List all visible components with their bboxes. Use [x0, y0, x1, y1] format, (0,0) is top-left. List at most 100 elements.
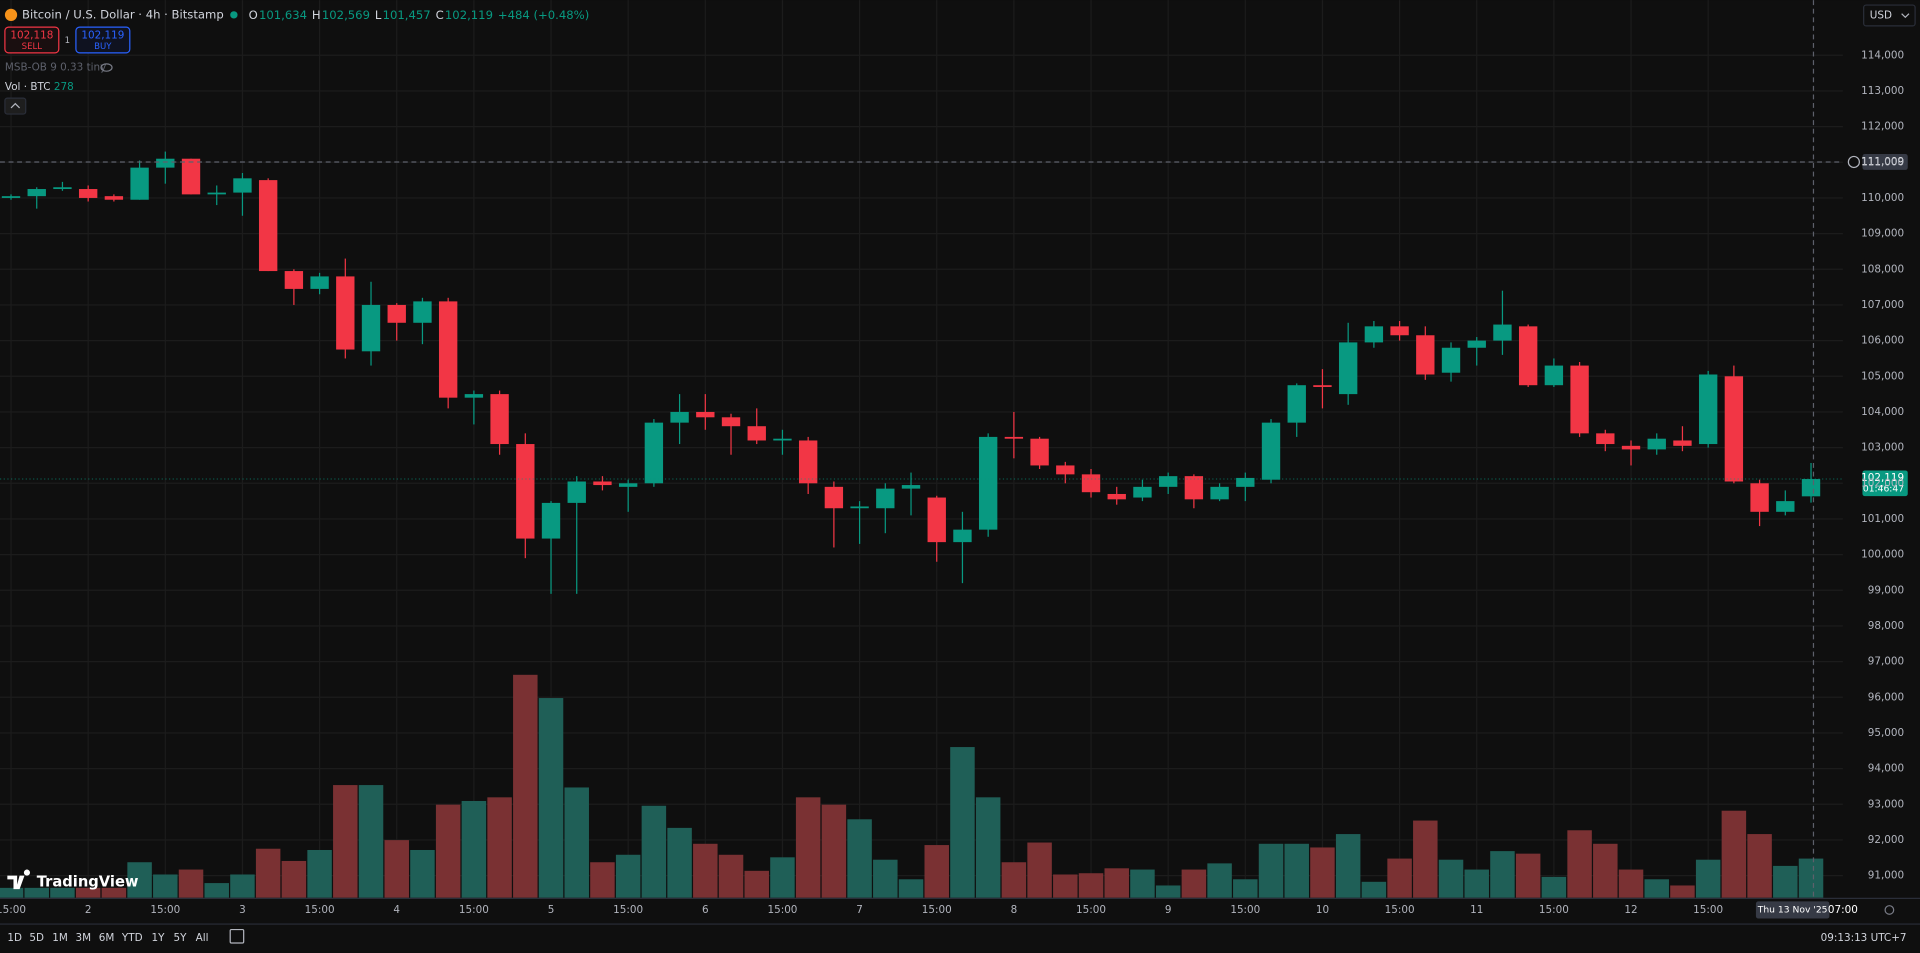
candle-body [181, 158, 201, 195]
volume-bar [461, 800, 487, 898]
dropdown-icon [1901, 13, 1910, 19]
x-tick-label: 9 [1165, 904, 1172, 916]
volume-bar [1670, 885, 1695, 898]
grid [0, 0, 1843, 898]
add-alert-icon[interactable] [1847, 155, 1860, 169]
crosshair-price-label: 111,009 [1861, 156, 1904, 168]
y-tick-label: 93,000 [1868, 798, 1904, 810]
volume-bar [770, 857, 795, 898]
y-tick-label: 95,000 [1868, 727, 1904, 739]
x-tick-label: 11 [1470, 904, 1483, 916]
settings-icon[interactable] [1884, 905, 1895, 915]
candle-body [1184, 476, 1204, 500]
volume-bar [1104, 868, 1129, 898]
volume-bar [255, 848, 281, 898]
volume-bar [487, 797, 512, 898]
candle-body [1004, 436, 1024, 439]
buy-box [75, 26, 131, 54]
range-button[interactable]: 6M [99, 932, 115, 944]
date-range-icon[interactable] [229, 928, 245, 944]
x-tick-label: 15:00 [150, 904, 180, 916]
range-button[interactable]: 3M [75, 932, 91, 944]
volume-bar [307, 849, 332, 898]
market-open-dot [230, 11, 238, 19]
candle-body [773, 438, 792, 441]
y-tick-label: 98,000 [1868, 620, 1904, 632]
volume-bar [950, 747, 975, 898]
buy-label: BUY [94, 42, 112, 52]
volume-bar [1798, 858, 1824, 898]
y-tick-label: 102,000 [1861, 477, 1904, 489]
x-tick-label: 15:00 [0, 904, 26, 916]
volume-bar [873, 859, 898, 898]
currency-button[interactable]: USD [1863, 4, 1916, 27]
y-tick-label: 99,000 [1868, 584, 1904, 596]
candle-body [1724, 376, 1744, 482]
y-tick-label: 104,000 [1861, 406, 1904, 418]
indicator-label: MSB-OB 9 0.33 tiny [5, 62, 106, 74]
volume-bar [1567, 830, 1592, 898]
y-tick-label: 96,000 [1868, 691, 1904, 703]
candle-body [27, 189, 46, 197]
volume-bar [744, 870, 769, 898]
candle-body [387, 304, 406, 323]
crosshair-time-label: 07:00 [1828, 904, 1858, 916]
buy-button[interactable]: 102,119 BUY [75, 26, 131, 54]
x-tick-label: 4 [393, 904, 400, 916]
volume-bar [1078, 873, 1104, 898]
range-button[interactable]: 1D [7, 932, 22, 944]
candle-body [1158, 476, 1178, 487]
btc-icon [4, 8, 18, 21]
candle-body [824, 486, 844, 509]
volume-bar [1181, 869, 1207, 898]
x-tick-label: 10 [1316, 904, 1329, 916]
sell-button[interactable]: 102,118 SELL [4, 26, 60, 54]
range-button[interactable]: YTD [121, 932, 143, 944]
candle-body [361, 304, 381, 352]
logo-mark [7, 869, 31, 890]
ohlc-label: O [249, 7, 258, 21]
volume-bar [153, 874, 178, 898]
range-button[interactable]: 5D [29, 932, 44, 944]
last-price-box [1862, 470, 1908, 497]
currency: USD [1870, 9, 1892, 21]
volume-bar [590, 862, 615, 898]
candle-body [747, 426, 766, 441]
volume-bar [333, 785, 358, 898]
volume-bar [1130, 869, 1155, 898]
hide-icon[interactable] [100, 63, 113, 72]
y-tick-label: 107,000 [1861, 299, 1904, 311]
volume-bar [1541, 876, 1567, 898]
candle-body [336, 276, 355, 350]
x-tick-label: 15:00 [767, 904, 797, 916]
crosshair-price-box [1862, 153, 1908, 170]
range-button[interactable]: 5Y [174, 932, 188, 944]
range-button[interactable]: 1M [52, 932, 68, 944]
volume-bar [384, 840, 409, 898]
y-tick-label: 101,000 [1861, 513, 1904, 525]
ohlc-label: H [312, 7, 321, 21]
candle-body [618, 483, 638, 487]
candle-body [464, 394, 484, 398]
candle-body [1287, 385, 1306, 423]
volume-bar [513, 674, 538, 898]
ohlc-label: L [375, 7, 382, 21]
collapse-button[interactable] [4, 97, 27, 115]
buy-price: 102,119 [81, 30, 124, 42]
candle-body [541, 502, 561, 539]
candle-body [156, 158, 175, 168]
candle-body [1390, 326, 1409, 336]
range-button[interactable]: 1Y [151, 932, 165, 944]
volume-bar [101, 887, 127, 898]
candle-body [1236, 477, 1255, 487]
volume-label: Vol · BTC [5, 81, 51, 93]
candle-body [1030, 438, 1049, 466]
volume-bar [1747, 834, 1772, 898]
volume-bar [1618, 869, 1644, 898]
volume-bar [1593, 843, 1618, 898]
y-tick-label: 112,000 [1861, 121, 1904, 133]
range-button[interactable]: All [196, 932, 209, 944]
y-tick-label: 92,000 [1868, 834, 1904, 846]
